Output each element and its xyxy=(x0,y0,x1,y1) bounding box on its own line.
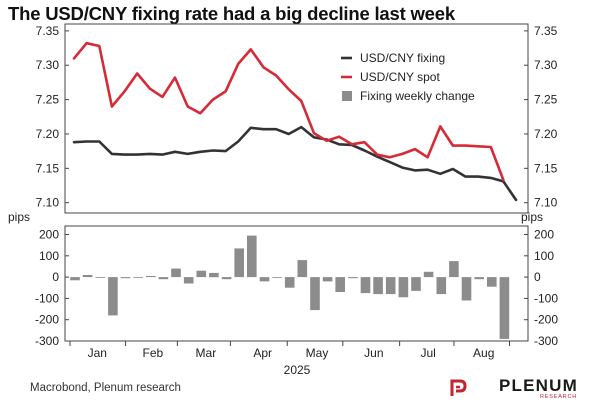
bar-weekly-change xyxy=(385,277,396,295)
bar-weekly-change xyxy=(272,277,282,278)
bar-weekly-change xyxy=(95,277,106,278)
plenum-logo: PLENUM RESEARCH xyxy=(448,376,578,400)
x-month-label: May xyxy=(306,346,329,360)
y-tick-label-right: 7.25 xyxy=(534,93,558,107)
bar-weekly-change xyxy=(322,277,333,282)
top-panel-frame xyxy=(64,23,529,214)
bar-weekly-change xyxy=(70,277,80,281)
left-unit-label: pips xyxy=(8,210,30,224)
plenum-logo-mark-icon xyxy=(450,379,467,396)
y-tick-label-right: 7.10 xyxy=(534,196,558,210)
y-tick-label-left: 7.30 xyxy=(36,58,60,72)
bar-weekly-change xyxy=(297,260,308,278)
bar-weekly-change xyxy=(221,277,232,280)
bar-weekly-change xyxy=(133,277,143,278)
bar-y-tick-label-left: 200 xyxy=(39,228,59,242)
source-note: Macrobond, Plenum research xyxy=(30,382,181,394)
bar-weekly-change xyxy=(120,277,131,279)
bar-y-tick-label-left: 0 xyxy=(52,270,59,284)
bar-weekly-change xyxy=(436,277,447,295)
x-month-label: Feb xyxy=(142,346,163,360)
y-tick-label-left: 7.10 xyxy=(36,196,60,210)
x-month-label: Jun xyxy=(364,346,383,360)
bar-y-tick-label-left: -200 xyxy=(35,313,59,327)
logo-subtitle: RESEARCH xyxy=(540,394,577,400)
y-tick-label-right: 7.35 xyxy=(534,24,558,38)
bar-weekly-change xyxy=(449,261,459,278)
y-tick-label-right: 7.30 xyxy=(534,58,558,72)
bar-weekly-change xyxy=(247,235,257,278)
legend-swatch-bar xyxy=(342,91,352,101)
chart-title: The USD/CNY fixing rate had a big declin… xyxy=(8,3,455,24)
bar-weekly-change xyxy=(461,277,472,301)
legend-entry-label: Fixing weekly change xyxy=(360,89,475,103)
bar-weekly-change xyxy=(335,277,345,292)
bar-weekly-change xyxy=(474,277,484,280)
y-tick-label-left: 7.20 xyxy=(36,127,60,141)
x-month-label: Jul xyxy=(420,346,435,360)
bar-weekly-change xyxy=(234,248,244,278)
bar-weekly-change xyxy=(171,268,181,278)
legend: USD/CNY fixing USD/CNY spot Fixing weekly … xyxy=(341,51,475,103)
y-tick-label-left: 7.25 xyxy=(36,93,60,107)
bar-weekly-change xyxy=(209,272,219,278)
bar-weekly-change xyxy=(82,275,93,278)
bar-weekly-change xyxy=(183,277,194,284)
bar-weekly-change xyxy=(487,277,497,287)
bar-weekly-change xyxy=(108,277,118,316)
bar-weekly-change xyxy=(398,277,409,298)
bar-y-tick-label-right: 200 xyxy=(534,228,554,242)
bar-weekly-change xyxy=(146,276,156,278)
y-tick-label-right: 7.20 xyxy=(534,127,558,141)
bar-weekly-change xyxy=(310,277,320,311)
bar-y-tick-label-right: -300 xyxy=(534,334,558,348)
bar-y-tick-label-right: -200 xyxy=(534,313,558,327)
x-month-label: Aug xyxy=(473,346,494,360)
y-tick-label-left: 7.15 xyxy=(36,161,60,175)
bar-y-tick-label-left: -100 xyxy=(35,291,59,305)
x-month-label: Jan xyxy=(88,346,107,360)
bar-weekly-change xyxy=(348,277,358,279)
legend-entry-label: USD/CNY fixing xyxy=(360,51,445,65)
bar-weekly-change xyxy=(158,277,169,280)
series-line-spot xyxy=(72,41,505,182)
bar-weekly-change xyxy=(196,270,207,278)
bar-y-tick-label-right: 100 xyxy=(534,249,554,263)
y-tick-label-left: 7.35 xyxy=(36,24,60,38)
bar-weekly-change xyxy=(411,277,421,291)
x-axis: Jan Feb Mar Apr May Jun Jul Aug 2025 xyxy=(69,341,511,377)
bar-weekly-change xyxy=(373,277,383,295)
series-line-fixing xyxy=(72,125,518,202)
bar-weekly-change xyxy=(360,277,371,294)
bar-y-tick-label-right: -100 xyxy=(534,291,558,305)
bar-y-tick-label-left: -300 xyxy=(35,334,59,348)
bar-weekly-change xyxy=(423,271,434,278)
bar-weekly-change xyxy=(284,277,295,288)
x-year-label: 2025 xyxy=(284,363,311,377)
right-unit-label: pips xyxy=(521,210,543,224)
bar-y-tick-label-right: 0 xyxy=(534,270,541,284)
x-month-label: Apr xyxy=(253,346,272,360)
top-panel: 7.10 7.10 7.15 7.15 7.20 7.20 7.25 7.25 7.30 7.30… xyxy=(36,23,558,214)
bottom-panel-frame xyxy=(64,225,529,342)
y-tick-label-right: 7.15 xyxy=(534,161,558,175)
legend-entry-label: USD/CNY spot xyxy=(360,70,440,84)
x-month-label: Mar xyxy=(196,346,217,360)
bottom-panel: 200 200 100 100 0 0 -100 -100 -200 -200 -300 -300 pi… xyxy=(8,210,558,348)
bar-weekly-change xyxy=(499,277,510,339)
bar-y-tick-label-left: 100 xyxy=(39,249,59,263)
bar-weekly-change xyxy=(259,277,270,282)
logo-wordmark: PLENUM xyxy=(499,376,578,395)
